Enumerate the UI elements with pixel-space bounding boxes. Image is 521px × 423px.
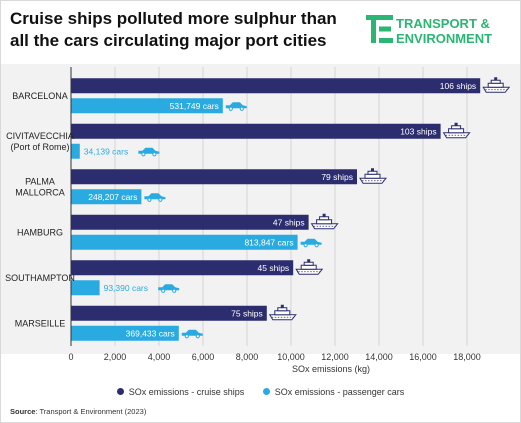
bar-label-cars: 34,139 cars (84, 146, 128, 156)
bar-label-cars: 369,433 cars (126, 328, 175, 338)
category-label: HAMBURG (17, 227, 63, 237)
bar-label-cars: 531,749 cars (170, 101, 219, 111)
source-note: Source: Transport & Environment (2023) (10, 407, 146, 416)
x-tick-label: 10,000 (277, 352, 305, 362)
bar-passenger-cars (71, 143, 80, 159)
bar-label-cruise: 103 ships (400, 126, 436, 136)
bar-label-cars: 248,207 cars (88, 192, 137, 202)
legend-item-cruise: SOx emissions - cruise ships (116, 387, 245, 397)
bar-label-cars: 813,847 cars (244, 237, 293, 247)
logo-text: TRANSPORT & ENVIRONMENT (396, 16, 492, 46)
cruise-ship-icon (442, 122, 471, 139)
car-icon (158, 284, 180, 293)
bar-passenger-cars (71, 98, 223, 114)
category-label: CIVITAVECCHIA (Port of Rome) (6, 131, 74, 152)
x-tick-label: 8,000 (236, 352, 259, 362)
source-label: Source (10, 407, 36, 416)
car-icon (181, 329, 203, 339)
bar-passenger-cars (71, 280, 100, 296)
cruise-ship-icon (295, 259, 324, 275)
logo-line-2: ENVIRONMENT (396, 31, 493, 46)
bar-cruise-ships (71, 305, 267, 321)
legend-label-cruise: SOx emissions - cruise ships (128, 387, 245, 397)
x-tick-label: 16,000 (409, 352, 437, 362)
bar-label-cruise: 45 ships (258, 263, 290, 273)
cruise-ship-icon (310, 213, 339, 230)
title-line-2: all the cars circulating major port citi… (10, 31, 327, 50)
bar-label-cruise: 47 ships (273, 217, 305, 227)
legend-label-cars: SOx emissions - passenger cars (274, 387, 405, 397)
legend: SOx emissions - cruise ships SOx emissio… (0, 387, 521, 397)
category-label: MARSEILLE (15, 318, 66, 328)
bar-label-cruise: 75 ships (231, 308, 263, 318)
bar-cruise-ships (71, 169, 357, 185)
x-axis-ticks: 0 2,000 4,000 6,000 8,000 10,000 12,000 14,000 1… (68, 352, 480, 362)
header (1, 1, 520, 61)
te-logo-mark (366, 15, 393, 43)
transport-environment-logo: TRANSPORT & ENVIRONMENT (366, 13, 516, 47)
x-tick-label: 2,000 (104, 352, 127, 362)
x-tick-label: 6,000 (192, 352, 215, 362)
car-icon (144, 193, 166, 202)
category-label: SOUTHAMPTON (5, 273, 75, 283)
category-label: BARCELONA (12, 91, 68, 101)
car-icon (300, 238, 322, 248)
bar-cruise-ships (71, 123, 441, 139)
bars (71, 78, 481, 341)
bar-cruise-ships (71, 78, 481, 94)
legend-dot-cruise (116, 388, 124, 396)
bar-passenger-cars (71, 189, 142, 205)
legend-item-cars: SOx emissions - passenger cars (262, 387, 405, 397)
labels: BARCELONA 106 ships 531,749 cars CIVITAVECC… (5, 77, 511, 339)
x-tick-label: 18,000 (453, 352, 481, 362)
legend-dot-cars (262, 388, 270, 396)
x-tick-label: 4,000 (148, 352, 171, 362)
bar-label-cars: 93,390 cars (104, 283, 148, 293)
logo-line-1: TRANSPORT & (396, 16, 490, 31)
bar-label-cruise: 106 ships (440, 81, 476, 91)
bar-label-cruise: 79 ships (321, 172, 353, 182)
title-line-1: Cruise ships polluted more sulphur than (10, 9, 337, 28)
x-tick-label: 14,000 (365, 352, 393, 362)
car-icon (225, 102, 247, 111)
x-axis-title: SOx emissions (kg) (292, 364, 370, 374)
bar-cruise-ships (71, 214, 309, 230)
bar-passenger-cars (71, 325, 179, 341)
x-tick-label: 12,000 (321, 352, 349, 362)
x-tick-label: 0 (68, 352, 73, 362)
cruise-ship-icon (482, 77, 511, 93)
car-icon (138, 147, 160, 157)
bar-passenger-cars (71, 234, 298, 250)
cruise-ship-icon (268, 304, 297, 321)
cruise-ship-icon (359, 168, 388, 184)
bar-cruise-ships (71, 260, 294, 276)
chart-title: Cruise ships polluted more sulphur than … (10, 8, 350, 52)
category-label: PALMA MALLORCA (15, 176, 65, 197)
source-text: : Transport & Environment (2023) (35, 407, 147, 416)
